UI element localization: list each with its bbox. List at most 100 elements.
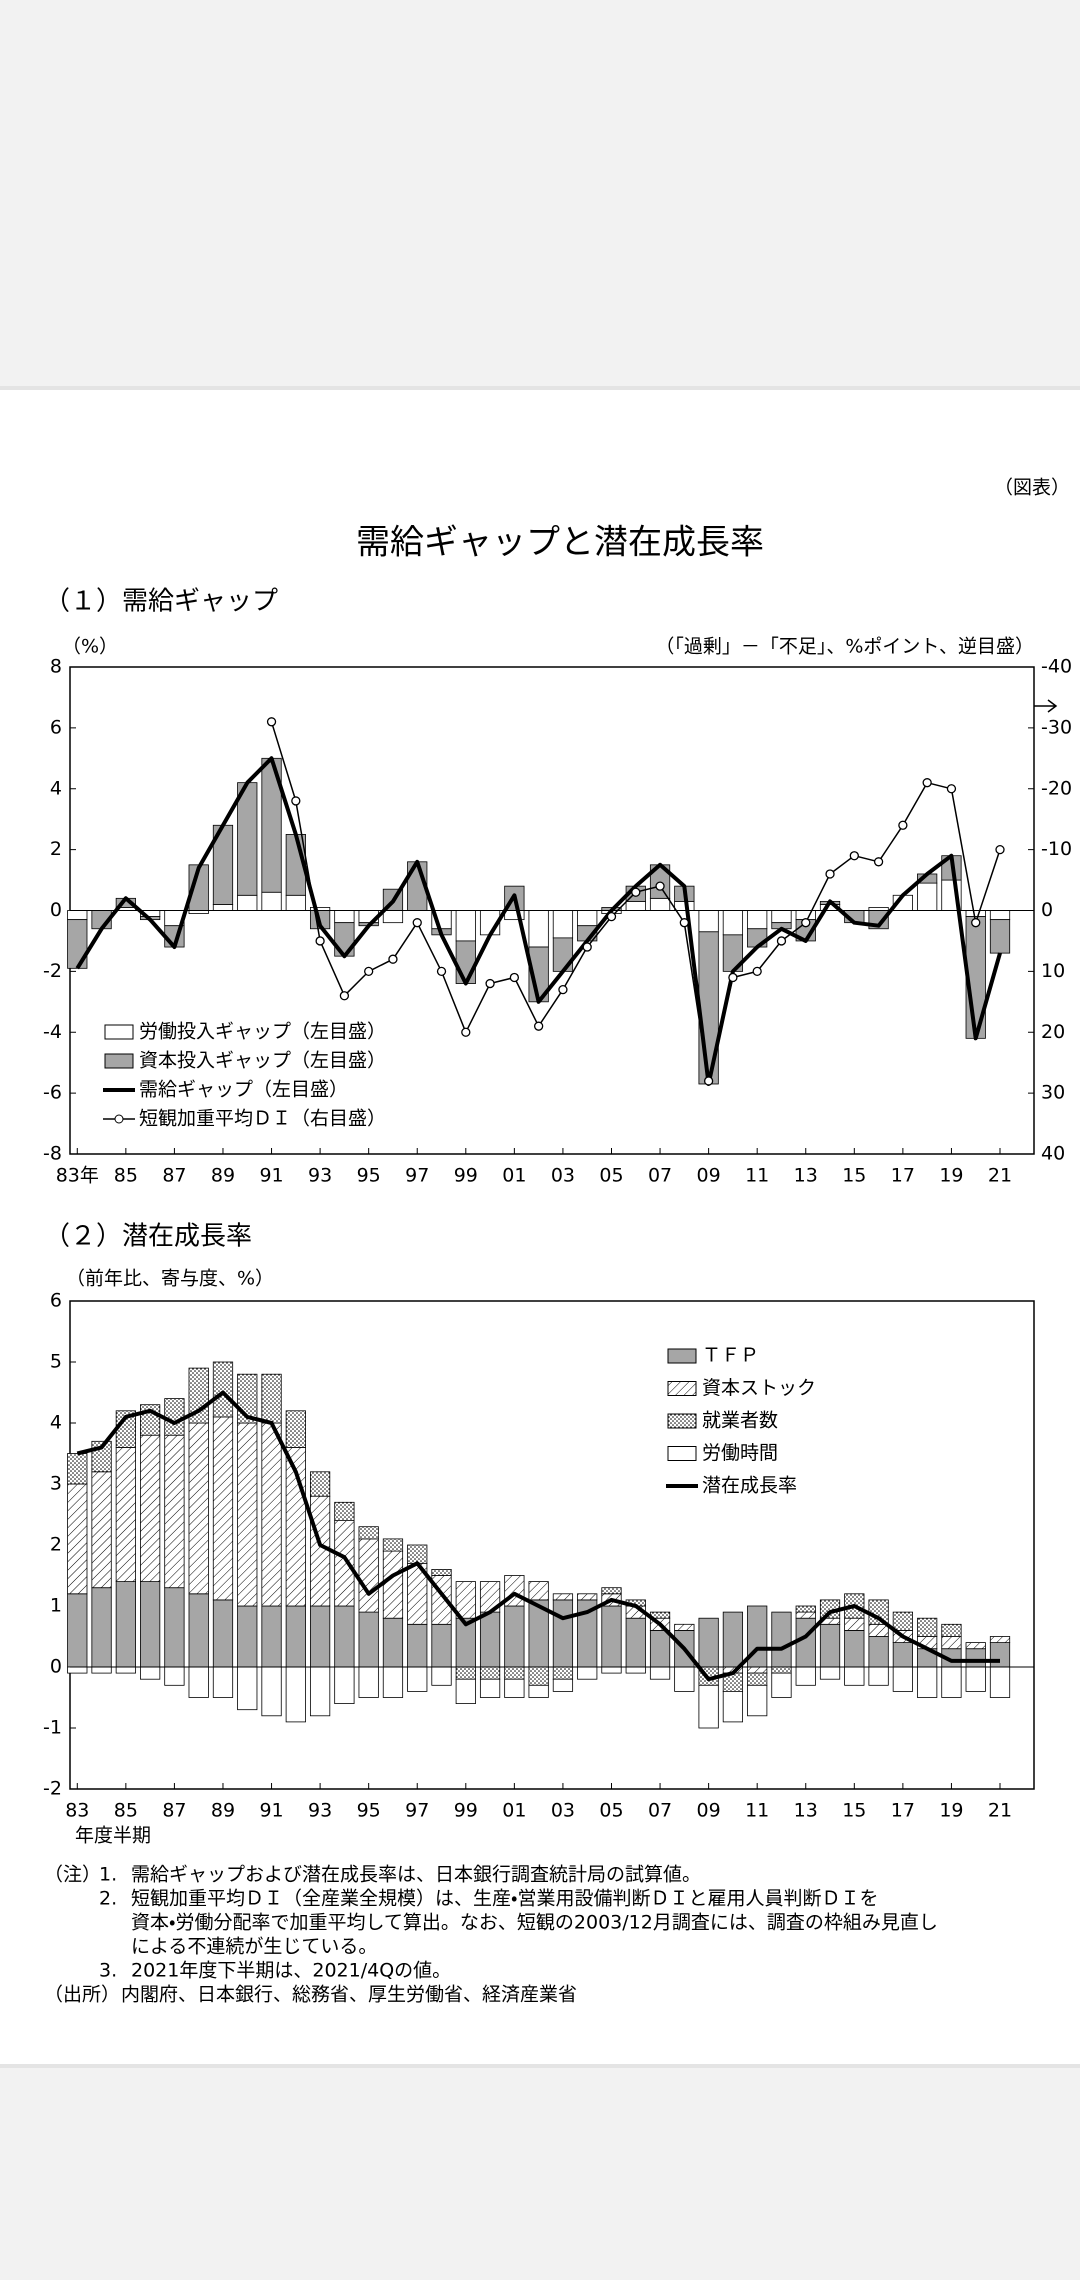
bar (140, 1666, 161, 1680)
bar (552, 1678, 574, 1692)
bar (965, 1666, 986, 1692)
bar (625, 1666, 646, 1674)
bar (261, 1666, 282, 1717)
bar (382, 1550, 404, 1619)
marker (339, 991, 350, 1001)
bar (358, 1538, 379, 1613)
x-tick-label: 07 (648, 1800, 672, 1822)
bar (844, 1617, 865, 1631)
marker (752, 966, 762, 977)
legend-label: 労働投入ギャップ（左目盛） (139, 1021, 386, 1043)
y2-tick-label: -20 (1041, 777, 1072, 799)
bar (164, 1666, 185, 1686)
marker (485, 978, 495, 989)
bar (577, 1666, 598, 1680)
x-tick-label: 85 (114, 1165, 138, 1187)
bar (601, 1587, 622, 1595)
marker (946, 784, 957, 794)
bar (795, 1617, 816, 1668)
bar (892, 1642, 913, 1668)
bar (309, 1605, 331, 1668)
legend-label: ＴＦＰ (702, 1345, 759, 1367)
bar (309, 1666, 331, 1717)
marker (679, 918, 689, 928)
bar (237, 1422, 258, 1607)
bar (528, 1684, 549, 1698)
x-tick-label: 13 (794, 1800, 818, 1822)
x-tick-label: 19 (939, 1165, 963, 1187)
marker (825, 869, 835, 879)
marker (606, 911, 617, 922)
legend-swatch (667, 1413, 697, 1429)
bar (698, 1684, 719, 1729)
x-tick-label: 17 (891, 1165, 915, 1187)
chart-title: （１）需給ギャップ (44, 587, 278, 617)
bar (989, 1636, 1011, 1643)
y-tick-label: -1 (43, 1717, 62, 1739)
marker (509, 972, 520, 983)
bar (140, 1434, 161, 1582)
x-tick-label: 85 (114, 1800, 138, 1822)
bar (674, 1666, 695, 1692)
x-tick-label: 93 (308, 1800, 332, 1822)
legend-marker (114, 1114, 124, 1124)
bar (67, 1453, 88, 1485)
bar (115, 1581, 136, 1668)
x-tick-label: 97 (405, 1165, 429, 1187)
marker (364, 966, 374, 977)
bar (382, 910, 404, 924)
x-tick-label: 89 (211, 1165, 235, 1187)
bar (188, 1422, 209, 1595)
bar (382, 1617, 404, 1668)
bar (528, 910, 549, 948)
bar (819, 1623, 841, 1668)
marker (995, 844, 1005, 855)
y-tick-label: 4 (50, 777, 62, 799)
bar (989, 919, 1011, 954)
bar (552, 1599, 574, 1668)
x-tick-label: 99 (454, 1800, 478, 1822)
bar (625, 1617, 646, 1668)
bar (892, 1666, 913, 1692)
bar (917, 882, 938, 911)
bar (698, 1617, 719, 1668)
bar (237, 894, 258, 911)
marker (655, 881, 665, 891)
marker (776, 936, 787, 946)
bar (552, 1666, 574, 1680)
bar (431, 1623, 452, 1668)
bar (285, 1666, 306, 1723)
bar (212, 1416, 234, 1601)
bar (67, 1593, 88, 1668)
bar (188, 1593, 209, 1668)
bar (844, 1666, 865, 1686)
note-number: 3. (99, 1960, 117, 1982)
y2-tick-label: 20 (1041, 1021, 1065, 1043)
x-axis-label: 年度半期 (75, 1825, 151, 1847)
marker (582, 942, 592, 952)
x-tick-label: 09 (697, 1800, 721, 1822)
marker (291, 796, 301, 806)
bar (115, 1666, 136, 1674)
x-tick-label: 15 (842, 1800, 866, 1822)
marker (631, 887, 641, 897)
bar (552, 910, 574, 939)
bar (649, 1666, 671, 1680)
bar (164, 1587, 185, 1668)
bar (722, 1611, 744, 1668)
marker (703, 1076, 714, 1086)
x-tick-label: 87 (162, 1165, 186, 1187)
legend-label: 需給ギャップ（左目盛） (139, 1079, 348, 1101)
bar (188, 1666, 209, 1698)
bar (965, 910, 986, 917)
bar (334, 1501, 355, 1522)
bar (67, 910, 88, 921)
y-tick-label: -2 (43, 960, 62, 982)
x-tick-label: 21 (988, 1165, 1012, 1187)
bar (455, 910, 476, 942)
bar (819, 1666, 841, 1680)
y2-tick-label: -10 (1041, 838, 1072, 860)
bar (771, 910, 792, 924)
bar (164, 1434, 185, 1589)
bar (382, 1538, 404, 1552)
